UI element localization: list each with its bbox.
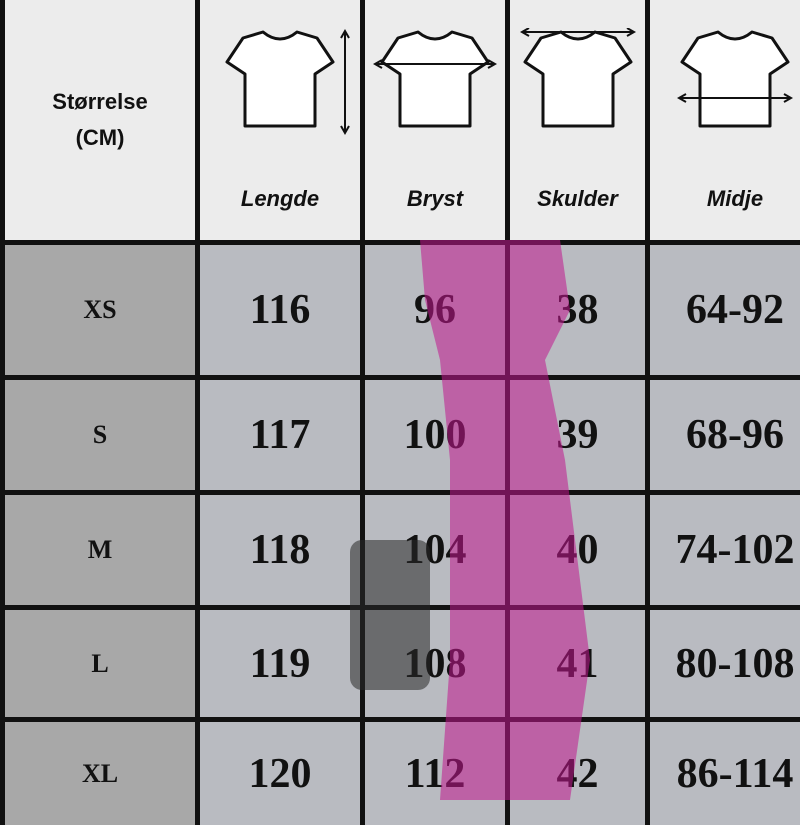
column-label: Bryst [406,186,464,211]
corner-header: Størrelse (CM) [5,0,195,240]
size-chart-table: Størrelse (CM) Lengde Bryst Skulder [5,0,800,825]
size-label: XL [5,722,195,825]
size-label: M [5,495,195,605]
column-header-waist: Midje [650,0,800,240]
measurement-cell: 86-114 [650,722,800,825]
measurement-cell: 38 [510,245,645,375]
measurement-cell: 112 [365,722,505,825]
column-label: Midje [706,186,764,211]
measurement-cell: 108 [365,610,505,717]
measurement-cell: 64-92 [650,245,800,375]
corner-unit: (CM) [75,125,125,150]
column-header-length: Lengde [200,0,360,240]
column-label: Skulder [537,186,618,211]
measurement-cell: 116 [200,245,360,375]
corner-label: Størrelse [52,89,148,114]
measurement-cell: 39 [510,380,645,490]
measurement-cell: 42 [510,722,645,825]
measurement-cell: 68-96 [650,380,800,490]
measurement-cell: 104 [365,495,505,605]
measurement-cell: 96 [365,245,505,375]
column-header-shoulder: Skulder [510,0,645,240]
measurement-cell: 119 [200,610,360,717]
measurement-cell: 41 [510,610,645,717]
measurement-cell: 80-108 [650,610,800,717]
measurement-cell: 74-102 [650,495,800,605]
measurement-cell: 40 [510,495,645,605]
measurement-cell: 117 [200,380,360,490]
tshirt-chest-icon [372,30,498,128]
column-header-chest: Bryst [365,0,505,240]
measurement-cell: 118 [200,495,360,605]
size-label: XS [5,245,195,375]
measurement-cell: 100 [365,380,505,490]
tshirt-waist-icon [676,30,794,128]
tshirt-length-icon [225,28,350,136]
column-label: Lengde [240,186,320,211]
size-label: S [5,380,195,490]
size-label: L [5,610,195,717]
measurement-cell: 120 [200,722,360,825]
tshirt-shoulder-icon [519,28,636,128]
